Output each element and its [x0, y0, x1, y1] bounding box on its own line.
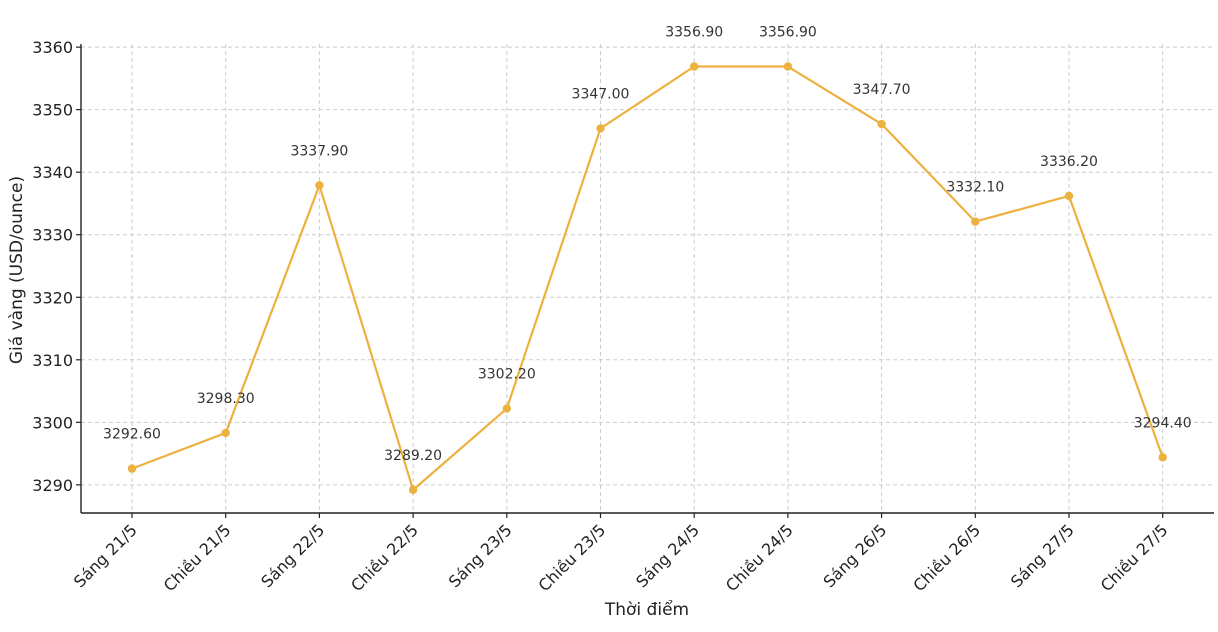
y-tick-label: 3330 — [32, 226, 73, 245]
data-point — [971, 217, 980, 226]
data-point — [1064, 191, 1074, 201]
data-point — [315, 181, 324, 190]
data-label: 3332.10 — [946, 180, 1004, 196]
tick-labels: 3290 3300 3310 3320 3330 3340 3350 3360 Sáng 21/… — [32, 38, 1171, 595]
data-label: 3294.40 — [1134, 415, 1192, 431]
data-label: 3337.90 — [290, 143, 348, 159]
y-tick-label: 3310 — [32, 351, 73, 370]
data-label: 3289.20 — [384, 448, 442, 464]
data-point — [408, 485, 418, 495]
data-point — [690, 62, 699, 71]
data-label: 3298.30 — [197, 391, 255, 407]
x-axis-title: Thời điểm — [604, 599, 689, 620]
data-label: 3347.00 — [572, 86, 630, 102]
x-tick-label: Chiều 23/5 — [535, 520, 610, 595]
data-label: 3347.70 — [853, 82, 911, 98]
x-tick-label: Chiều 26/5 — [909, 520, 984, 595]
y-axis-title: Giá vàng (USD/ounce) — [7, 176, 27, 364]
data-labels: 3292.60 3298.30 3337.90 3289.20 3302.20 3347.… — [103, 25, 1192, 464]
x-tick-label: Sáng 24/5 — [632, 520, 703, 591]
x-tick-label: Sáng 21/5 — [70, 520, 141, 591]
series — [127, 62, 1167, 495]
x-tick-label: Sáng 23/5 — [445, 520, 516, 591]
data-point — [596, 124, 605, 133]
data-point — [1158, 453, 1167, 462]
data-point — [127, 464, 137, 473]
y-tick-label: 3360 — [32, 38, 73, 57]
y-tick-label: 3290 — [32, 476, 73, 495]
grid — [81, 44, 1214, 513]
x-tick-label: Sáng 26/5 — [820, 520, 891, 591]
x-tick-label: Chiều 27/5 — [1097, 520, 1172, 595]
x-tick-label: Sáng 27/5 — [1007, 520, 1078, 591]
series-line — [131, 65, 1164, 491]
x-tick-label: Chiều 22/5 — [347, 520, 422, 595]
y-tick-label: 3320 — [32, 288, 73, 307]
data-label: 3356.90 — [665, 25, 723, 41]
x-tick-label: Sáng 22/5 — [257, 520, 328, 591]
data-label: 3356.90 — [759, 25, 817, 41]
data-label: 3336.20 — [1040, 154, 1098, 170]
data-point — [221, 428, 230, 438]
data-point — [877, 119, 886, 129]
data-label: 3302.20 — [478, 367, 536, 383]
y-tick-label: 3300 — [32, 413, 73, 432]
y-tick-label: 3350 — [32, 101, 73, 120]
x-tick-label: Chiều 24/5 — [722, 520, 797, 595]
y-tick-label: 3340 — [32, 163, 73, 182]
axes — [80, 44, 1214, 514]
data-label: 3292.60 — [103, 427, 161, 443]
data-point — [783, 62, 793, 71]
x-tick-label: Chiều 21/5 — [160, 520, 235, 595]
data-point — [502, 404, 511, 413]
